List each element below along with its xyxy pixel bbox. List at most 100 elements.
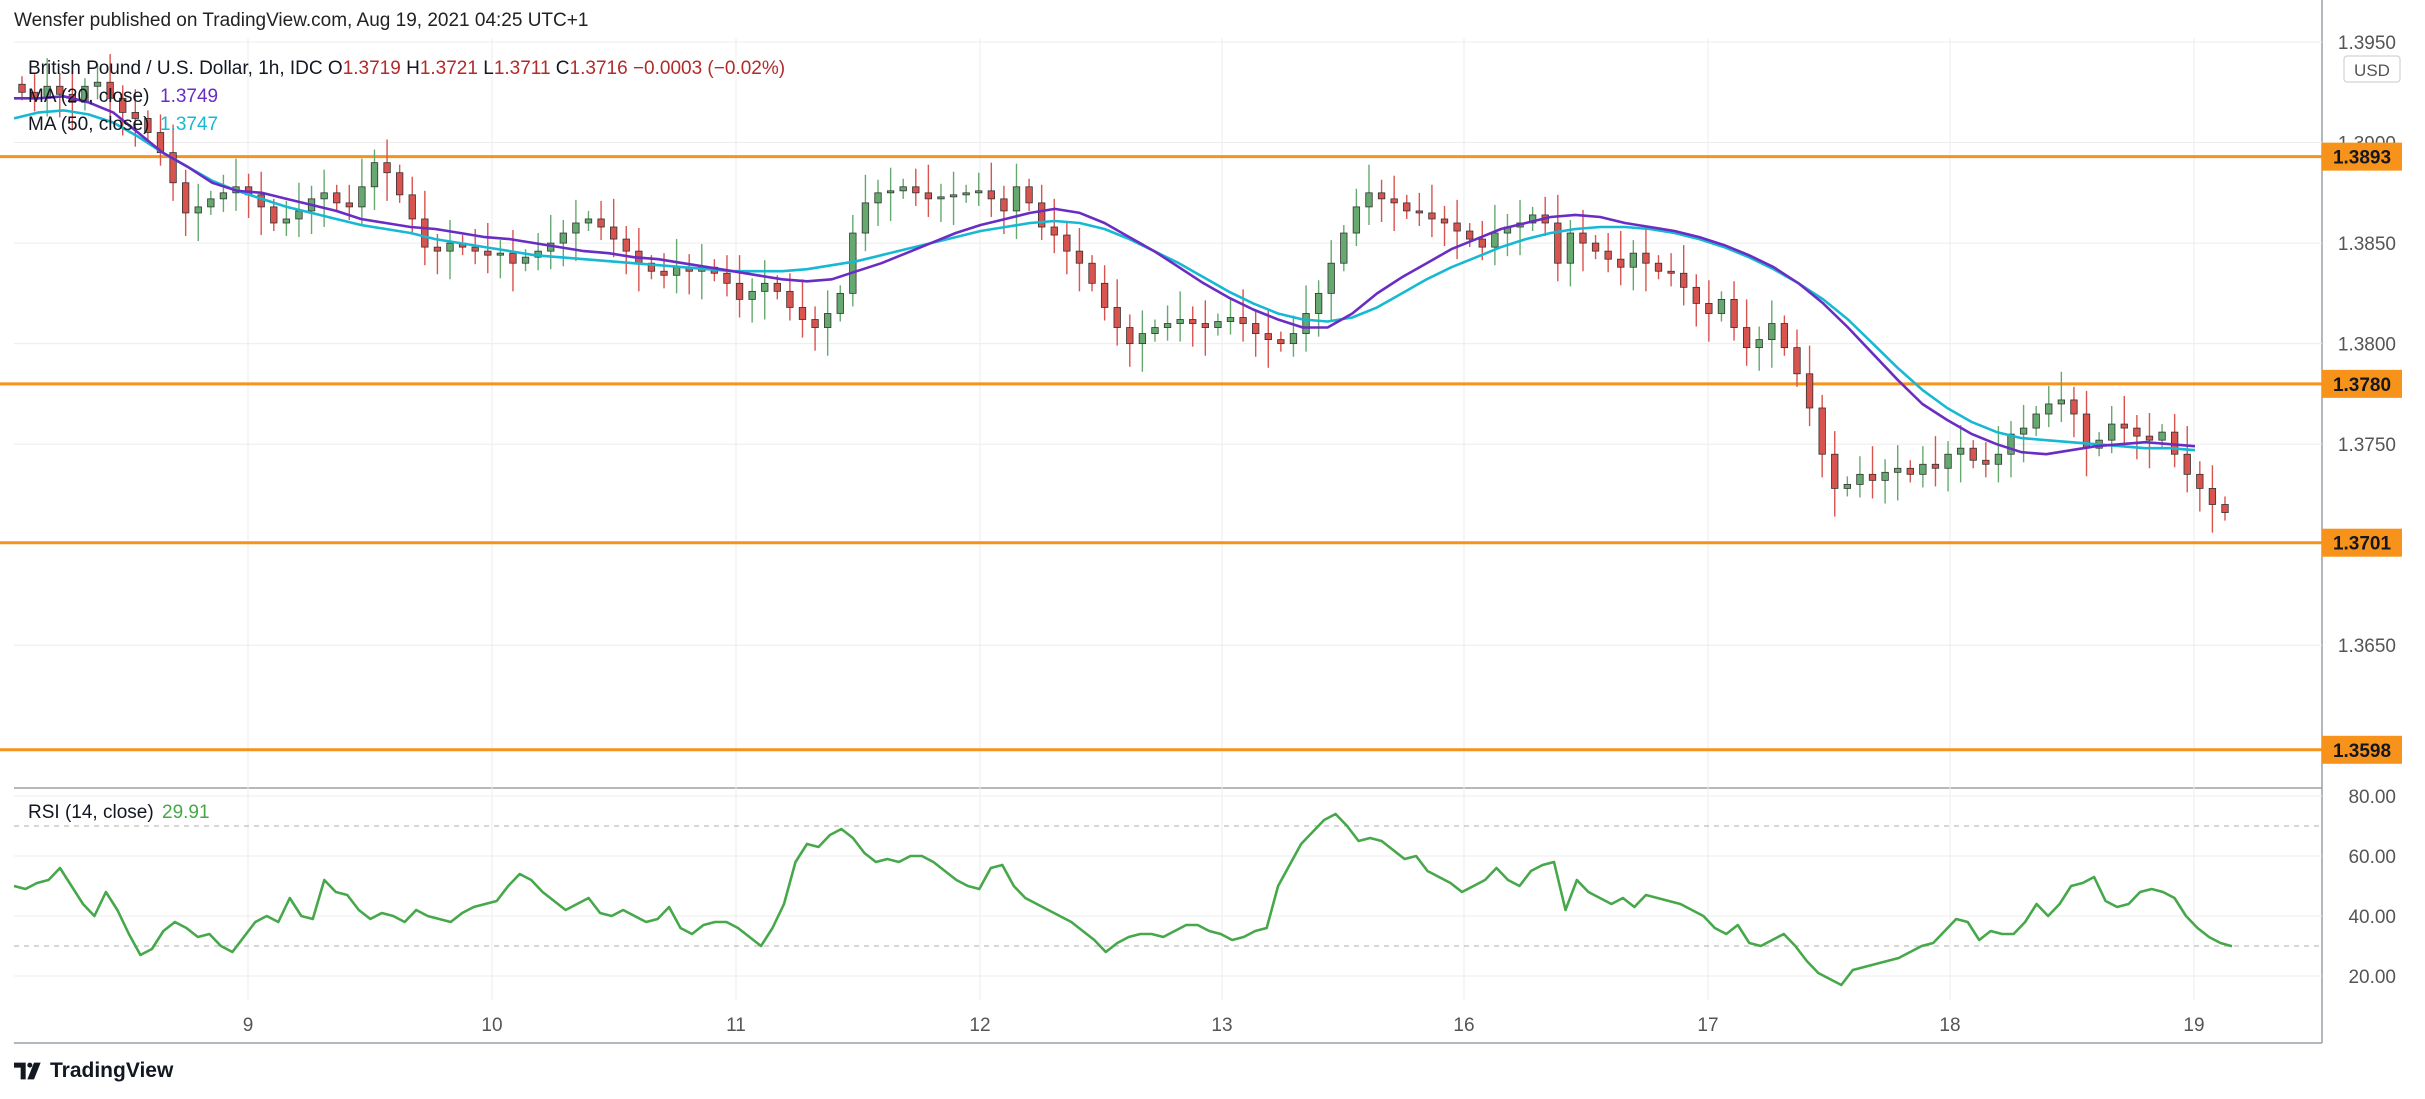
candle-body bbox=[1956, 447, 1965, 455]
candle-body bbox=[912, 186, 920, 194]
candle-body bbox=[861, 202, 870, 234]
candle-body bbox=[270, 206, 278, 224]
candle-body bbox=[169, 152, 177, 184]
candle-body bbox=[333, 192, 341, 204]
candle-body bbox=[1528, 214, 1537, 224]
candle-body bbox=[2007, 433, 2015, 455]
candle-body bbox=[975, 190, 983, 194]
candle-body bbox=[320, 192, 328, 200]
rsi-line bbox=[13, 812, 2233, 987]
currency-box bbox=[2343, 55, 2401, 83]
candle-body bbox=[1705, 303, 1713, 314]
candle-body bbox=[1214, 321, 1222, 328]
indicator-value: 1.3749 bbox=[160, 86, 218, 107]
candle-body bbox=[1831, 453, 1839, 489]
candle-body bbox=[1012, 186, 1021, 212]
candle-body bbox=[2108, 423, 2116, 441]
candle-body bbox=[1994, 453, 2003, 465]
candle-body bbox=[2183, 453, 2191, 475]
candle-body bbox=[1591, 242, 1600, 252]
moving-averages bbox=[13, 95, 2196, 456]
time-tick-label: 18 bbox=[1939, 1015, 1960, 1036]
candle-body bbox=[295, 210, 303, 220]
candle-body bbox=[1554, 222, 1562, 264]
candle-body bbox=[1780, 323, 1789, 349]
candle-body bbox=[1906, 467, 1914, 475]
candle-body bbox=[1604, 250, 1612, 260]
candle-body bbox=[106, 81, 114, 99]
level-price-label: 1.3701 bbox=[2333, 534, 2392, 555]
candle-body bbox=[358, 186, 366, 208]
candle-body bbox=[484, 250, 492, 256]
time-tick-label: 9 bbox=[243, 1015, 254, 1036]
candle-body bbox=[1314, 292, 1323, 314]
candle-body bbox=[2120, 423, 2128, 429]
candle-body bbox=[1302, 313, 1310, 334]
candle-body bbox=[761, 282, 769, 292]
time-tick-label: 16 bbox=[1453, 1015, 1474, 1036]
candle-body bbox=[282, 218, 291, 224]
candle-body bbox=[1126, 327, 1134, 345]
candle-body bbox=[1843, 483, 1851, 489]
candle-body bbox=[672, 266, 681, 276]
candle-body bbox=[93, 81, 102, 87]
candle-body bbox=[2145, 435, 2154, 441]
candle-body bbox=[1377, 192, 1386, 200]
candle-body bbox=[962, 192, 970, 196]
candle-body bbox=[1680, 272, 1688, 288]
candle-body bbox=[723, 272, 731, 284]
candle-body bbox=[1000, 198, 1008, 212]
candle-body bbox=[383, 162, 391, 174]
candle-body bbox=[836, 292, 844, 314]
candle-body bbox=[2032, 413, 2040, 429]
candle-body bbox=[1642, 252, 1650, 264]
candle-body bbox=[182, 182, 190, 214]
candle-body bbox=[1138, 333, 1147, 345]
candle-body bbox=[1113, 307, 1121, 328]
candle-body bbox=[433, 246, 442, 252]
level-price-label: 1.3893 bbox=[2333, 148, 2391, 169]
brand-logo[interactable]: TradingView bbox=[14, 1059, 173, 1083]
candle-body bbox=[2158, 431, 2166, 441]
ma20-line bbox=[14, 95, 2196, 456]
candle-body bbox=[1856, 473, 1864, 485]
candle-body bbox=[1755, 339, 1763, 349]
indicator-label: MA (20, close) bbox=[28, 86, 149, 107]
candle-body bbox=[798, 307, 807, 320]
candle-body bbox=[786, 290, 794, 308]
candle-body bbox=[886, 190, 895, 194]
candle-body bbox=[1163, 323, 1172, 328]
candle-body bbox=[924, 192, 933, 200]
candle-body bbox=[2057, 399, 2065, 405]
level-price-label: 1.3598 bbox=[2333, 741, 2391, 762]
time-tick-label: 10 bbox=[481, 1015, 502, 1036]
publisher-info: Wensfer published on TradingView.com, Au… bbox=[14, 10, 589, 31]
candle-body bbox=[1931, 463, 1940, 469]
currency-label: USD bbox=[2354, 61, 2390, 80]
time-tick-label: 17 bbox=[1697, 1015, 1718, 1036]
candle-body bbox=[1805, 373, 1814, 409]
time-tick-label: 11 bbox=[726, 1015, 746, 1036]
candle-body bbox=[521, 256, 530, 264]
candle-body bbox=[748, 290, 756, 300]
candle-body bbox=[1768, 323, 1776, 341]
candle-body bbox=[1415, 210, 1423, 214]
candle-body bbox=[1340, 232, 1348, 264]
candle-body bbox=[2133, 427, 2141, 437]
candle-body bbox=[1617, 258, 1625, 268]
candle-body bbox=[1742, 327, 1751, 349]
price-tick-label: 1.3950 bbox=[2338, 33, 2396, 54]
candle-body bbox=[1075, 250, 1084, 264]
candle-body bbox=[1629, 252, 1637, 268]
candle-body bbox=[2070, 399, 2078, 415]
candle-body bbox=[1982, 459, 1990, 465]
candle-body bbox=[1478, 238, 1486, 248]
rsi-value: 29.91 bbox=[162, 802, 210, 823]
candle-body bbox=[421, 218, 429, 248]
candle-body bbox=[1289, 333, 1298, 345]
candle-body bbox=[219, 192, 228, 200]
candle-body bbox=[2221, 504, 2229, 513]
candle-body bbox=[584, 218, 593, 224]
candle-body bbox=[1793, 347, 1801, 375]
